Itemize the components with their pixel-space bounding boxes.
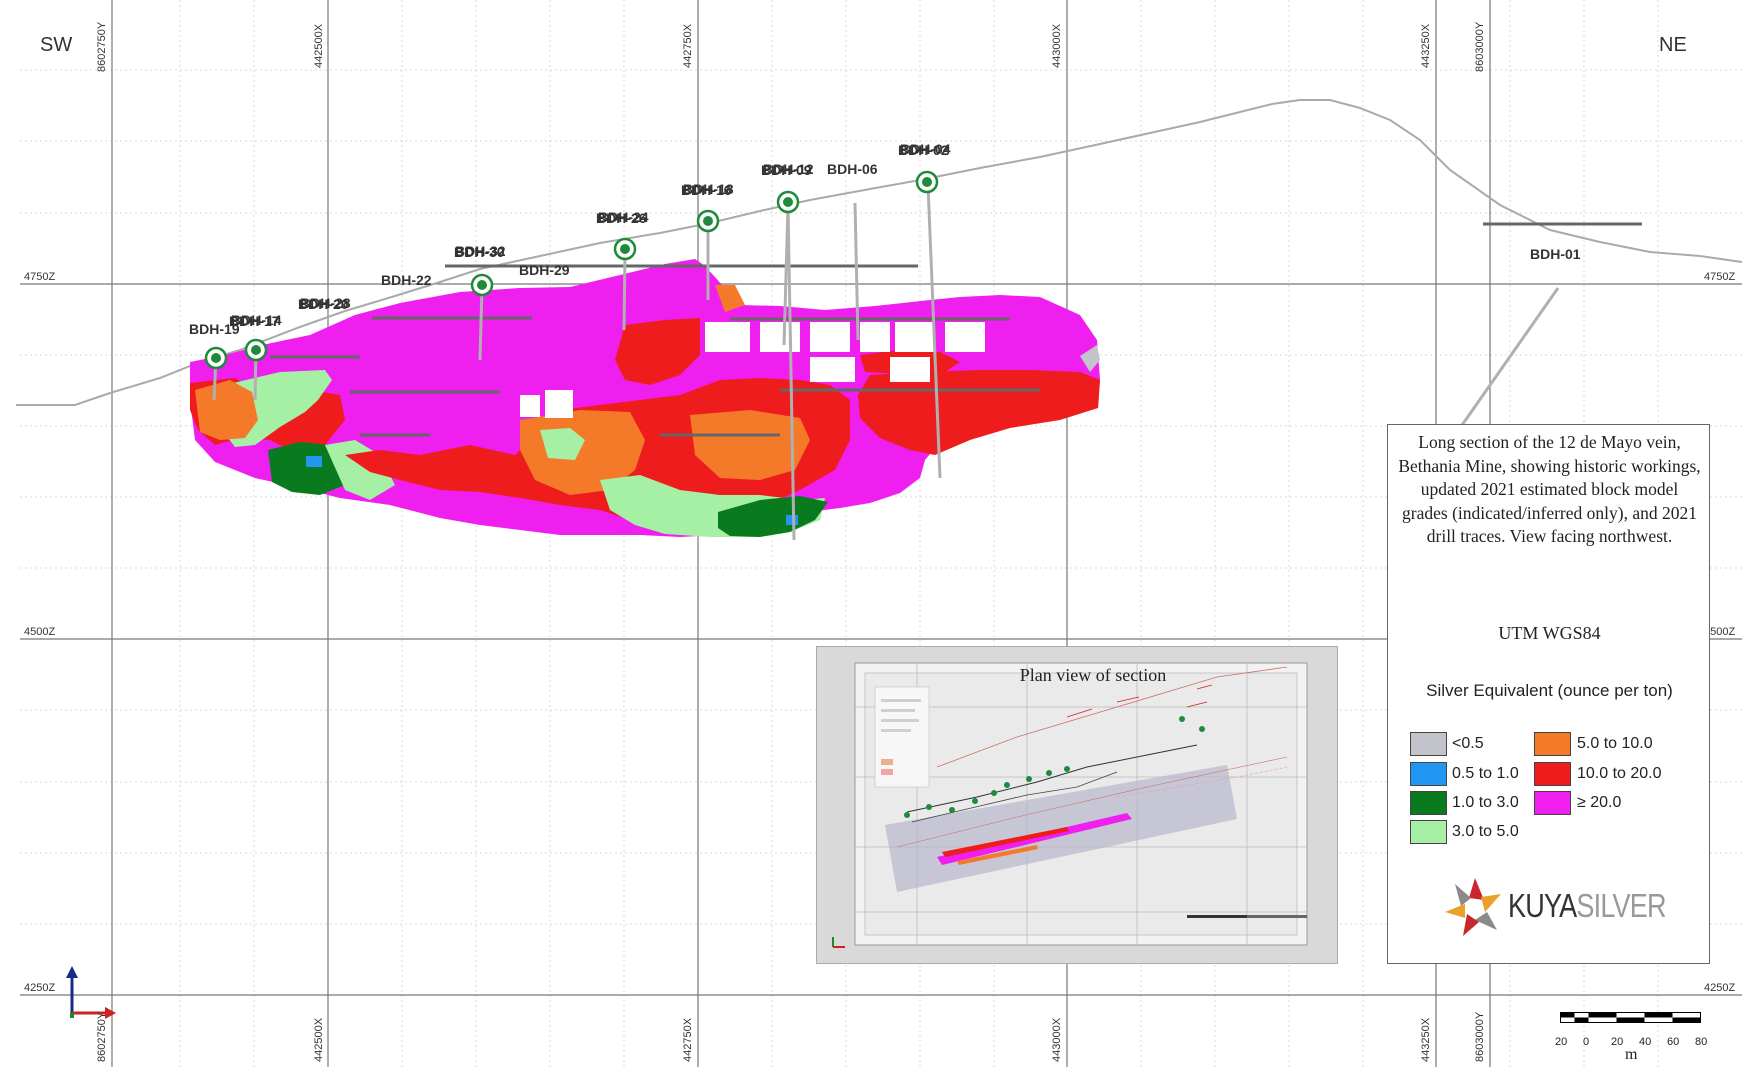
scale-tick-label: 80: [1695, 1036, 1708, 1048]
legend-panel: Long section of the 12 de Mayo vein, Bet…: [1387, 424, 1710, 964]
northing-label-bottom: 8602750Y: [96, 1011, 108, 1062]
projection-label: UTM WGS84: [1498, 623, 1601, 643]
drill-hole-label: BDH-17: [229, 313, 280, 329]
historic-workings: [270, 222, 1642, 437]
drill-hole-label: BDH-04: [900, 141, 951, 157]
drill-collars: [204, 170, 939, 370]
grade-5-10-upper: [715, 285, 745, 312]
legend-title: Silver Equivalent (ounce per ton): [1426, 681, 1673, 700]
elevation-label-left: 4250Z: [24, 982, 56, 994]
scale-tick-label: 60: [1667, 1036, 1680, 1048]
drill-hole-label: BDH-32: [455, 243, 506, 259]
drill-hole-label: BDH-09: [761, 162, 812, 178]
grade-10-20-upper: [615, 318, 700, 385]
elevation-label-right: 4250Z: [1704, 982, 1736, 994]
inset-title: Plan view of section: [1019, 665, 1167, 685]
collar-icon: [696, 209, 720, 233]
grade-5-10-right-mid: [690, 410, 810, 480]
drill-hole-label: BDH-28: [300, 295, 351, 311]
logo-text-silver: SILVER: [1576, 887, 1666, 924]
swatch-5-10: [1534, 732, 1571, 756]
northing-label-bottom: 8603000Y: [1474, 1011, 1486, 1062]
grade-05-1-left: [306, 456, 322, 467]
easting-label-bottom: 443000X: [1051, 1017, 1063, 1062]
collar-icon: [613, 237, 637, 261]
label-ge20: ≥ 20.0: [1577, 794, 1622, 811]
axis-marker-icon: [66, 966, 116, 1019]
drill-hole-label: BDH-02: [898, 142, 949, 158]
drill-hole-label: BDH-18: [683, 181, 734, 197]
collar-icon: [776, 190, 800, 214]
scale-tick-label: 20: [1611, 1036, 1624, 1048]
drill-hole-label: BDH-16: [681, 182, 732, 198]
collar-icon: [915, 170, 939, 194]
grade-1-3-left: [268, 442, 345, 495]
grade-05-1-bottom: [786, 515, 798, 525]
label-05-1: 0.5 to 1.0: [1452, 765, 1519, 782]
plan-view-map: [832, 662, 1308, 948]
easting-label-top: 442750X: [682, 23, 694, 68]
easting-label-top: 443000X: [1051, 23, 1063, 68]
label-10-20: 10.0 to 20.0: [1577, 765, 1662, 782]
collar-icon: [204, 346, 228, 370]
swatch-05-1: [1410, 762, 1447, 786]
elevation-label-right: 4750Z: [1704, 271, 1736, 283]
drill-hole-label: BDH-06: [827, 161, 878, 177]
logo-star-icon: [1445, 878, 1501, 936]
easting-label-bottom: 443250X: [1420, 1017, 1432, 1062]
label-lt05: <0.5: [1452, 735, 1484, 752]
drill-hole-label: BDH-30: [454, 244, 505, 260]
grade-5-10-left: [195, 380, 258, 440]
easting-label-top: 442500X: [313, 23, 325, 68]
easting-label-bottom: 442500X: [313, 1017, 325, 1062]
swatch-3-5: [1410, 820, 1447, 844]
northing-label-top: 8603000Y: [1474, 21, 1486, 72]
logo-text: KUYASILVER: [1508, 887, 1667, 925]
kuya-silver-logo: KUYASILVER: [1442, 873, 1667, 943]
topographic-profile: [16, 99, 1742, 406]
drill-hole-label: BDH-26: [596, 210, 647, 226]
legend-caption: Long section of the 12 de Mayo vein, Bet…: [1398, 432, 1701, 546]
elevation-label-left: 4750Z: [24, 271, 56, 283]
drill-hole-label: BDH-01: [1530, 246, 1581, 262]
northing-label-top: 8602750Y: [96, 21, 108, 72]
drill-traces: [212, 184, 1560, 541]
elevation-label-right: 4500Z: [1704, 626, 1736, 638]
scale-tick-label: 40: [1639, 1036, 1652, 1048]
collar-icon: [244, 338, 268, 362]
easting-label-top: 443250X: [1420, 23, 1432, 68]
grade-3-5-mid: [540, 428, 585, 460]
direction-ne: NE: [1659, 34, 1687, 56]
label-3-5: 3.0 to 5.0: [1452, 823, 1519, 840]
drill-hole-label: BDH-12: [763, 161, 814, 177]
drill-hole-label: BDH-24: [598, 209, 649, 225]
drill-hole-label: BDH-14: [231, 312, 282, 328]
scale-bar-graphic: [1560, 1012, 1701, 1023]
grade-10-20-right: [858, 370, 1100, 455]
swatch-lt05: [1410, 732, 1447, 756]
direction-sw: SW: [40, 34, 73, 56]
drill-hole-label: BDH-29: [519, 262, 570, 278]
grade-05-left-edge: [1080, 345, 1100, 372]
scale-bar: 20 0 20 40 60 80: [1555, 1012, 1707, 1048]
swatch-ge20: [1534, 791, 1571, 815]
logo-text-kuya: KUYA: [1508, 887, 1577, 924]
collar-icon: [470, 273, 494, 297]
label-1-3: 1.0 to 3.0: [1452, 794, 1519, 811]
scale-tick-label: 20: [1555, 1036, 1568, 1048]
scale-tick-label: 0: [1583, 1036, 1590, 1048]
label-5-10: 5.0 to 10.0: [1577, 735, 1653, 752]
drill-hole-label: BDH-22: [381, 272, 432, 288]
elevation-label-left: 4500Z: [24, 626, 56, 638]
drill-hole-label: BDH-20: [298, 296, 349, 312]
scale-unit: m: [1625, 1046, 1638, 1063]
swatch-10-20: [1534, 762, 1571, 786]
grade-1-3-bottom: [718, 496, 828, 537]
drill-hole-label: BDH-19: [189, 321, 240, 337]
swatch-1-3: [1410, 791, 1447, 815]
easting-label-bottom: 442750X: [682, 1017, 694, 1062]
plan-view-inset: Plan view of section: [816, 646, 1338, 964]
